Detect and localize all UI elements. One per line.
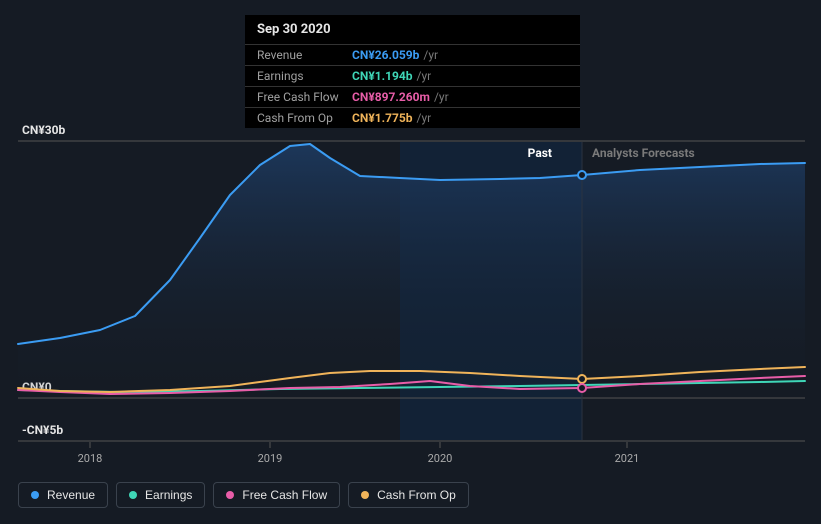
tooltip-row-label: Revenue: [257, 48, 352, 62]
tooltip-title: Sep 30 2020: [245, 15, 580, 44]
legend-item-label: Revenue: [47, 488, 95, 502]
legend-item-free-cash-flow[interactable]: Free Cash Flow: [213, 482, 340, 508]
legend-dot-icon: [361, 491, 369, 499]
x-axis-label: 2021: [615, 452, 640, 465]
tooltip-row: EarningsCN¥1.194b/yr: [245, 65, 580, 86]
tooltip-row-value: CN¥1.194b: [352, 69, 413, 83]
legend-dot-icon: [129, 491, 137, 499]
tooltip-row-value: CN¥1.775b: [352, 111, 413, 125]
legend-item-label: Cash From Op: [377, 488, 456, 502]
tooltip-row: Free Cash FlowCN¥897.260m/yr: [245, 86, 580, 107]
tooltip-row-value: CN¥26.059b: [352, 48, 419, 62]
tooltip-row-label: Cash From Op: [257, 111, 352, 125]
legend-item-revenue[interactable]: Revenue: [18, 482, 108, 508]
x-axis-label: 2018: [78, 452, 103, 465]
tooltip-row-unit: /yr: [434, 90, 449, 104]
tooltip-row: Cash From OpCN¥1.775b/yr: [245, 107, 580, 128]
period-label-forecast: Analysts Forecasts: [592, 146, 695, 160]
tooltip: Sep 30 2020 RevenueCN¥26.059b/yrEarnings…: [245, 15, 580, 128]
tooltip-row-value: CN¥897.260m: [352, 90, 430, 104]
legend-dot-icon: [226, 491, 234, 499]
tooltip-row: RevenueCN¥26.059b/yr: [245, 44, 580, 65]
x-axis-label: 2019: [258, 452, 283, 465]
legend: Revenue Earnings Free Cash Flow Cash From O…: [18, 482, 469, 508]
tooltip-row-label: Free Cash Flow: [257, 90, 352, 104]
legend-dot-icon: [31, 491, 39, 499]
x-axis-label: 2020: [428, 452, 453, 465]
y-axis-label: -CN¥5b: [22, 423, 63, 437]
legend-item-label: Earnings: [145, 488, 192, 502]
tooltip-row-label: Earnings: [257, 69, 352, 83]
tooltip-row-unit: /yr: [423, 48, 438, 62]
tooltip-row-unit: /yr: [417, 111, 432, 125]
chart-container: CN¥30bCN¥0-CN¥5bPastAnalysts Forecasts20…: [0, 0, 821, 524]
legend-item-cash-from-op[interactable]: Cash From Op: [348, 482, 469, 508]
legend-item-label: Free Cash Flow: [242, 488, 327, 502]
y-axis-label: CN¥30b: [22, 123, 66, 137]
period-label-past: Past: [528, 146, 552, 160]
legend-item-earnings[interactable]: Earnings: [116, 482, 205, 508]
tooltip-row-unit: /yr: [417, 69, 432, 83]
